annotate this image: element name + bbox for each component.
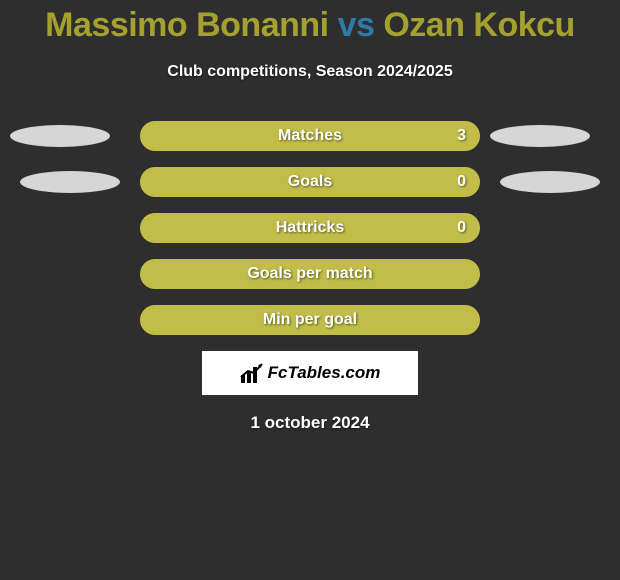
player2-name: Ozan Kokcu [383,6,574,44]
ellipse-left [10,125,110,147]
bar-label: Min per goal [263,311,357,329]
date: 1 october 2024 [0,413,620,433]
bar-label: Matches [278,127,342,145]
bar-label: Hattricks [276,219,344,237]
bar-label: Goals [288,173,332,191]
page-title: Massimo Bonanni vs Ozan Kokcu [0,6,620,45]
bar-overlay: Min per goal [140,305,480,335]
bar-label: Goals per match [247,265,372,283]
bar-value: 0 [457,167,466,197]
stat-row: Hattricks 0 [0,213,620,243]
stat-row: Goals per match [0,259,620,289]
ellipse-left [20,171,120,193]
bar-overlay: Goals 0 [140,167,480,197]
title-vs: vs [338,6,375,44]
bar-value: 0 [457,213,466,243]
ellipse-right [500,171,600,193]
player1-name: Massimo Bonanni [45,6,328,44]
stat-row: Min per goal [0,305,620,335]
bar-overlay: Matches 3 [140,121,480,151]
comparison-infographic: Massimo Bonanni vs Ozan Kokcu Club compe… [0,0,620,433]
bars-icon [240,363,264,383]
bar-value: 3 [457,121,466,151]
stat-rows: Matches 3 Goals 0 Hattricks 0 Goals per match M… [0,121,620,335]
ellipse-right [490,125,590,147]
logo-text: FcTables.com [268,363,381,383]
bar-overlay: Hattricks 0 [140,213,480,243]
logo: FcTables.com [240,363,381,383]
logo-box: FcTables.com [202,351,418,395]
subtitle: Club competitions, Season 2024/2025 [0,63,620,81]
stat-row: Goals 0 [0,167,620,197]
stat-row: Matches 3 [0,121,620,151]
bar-overlay: Goals per match [140,259,480,289]
